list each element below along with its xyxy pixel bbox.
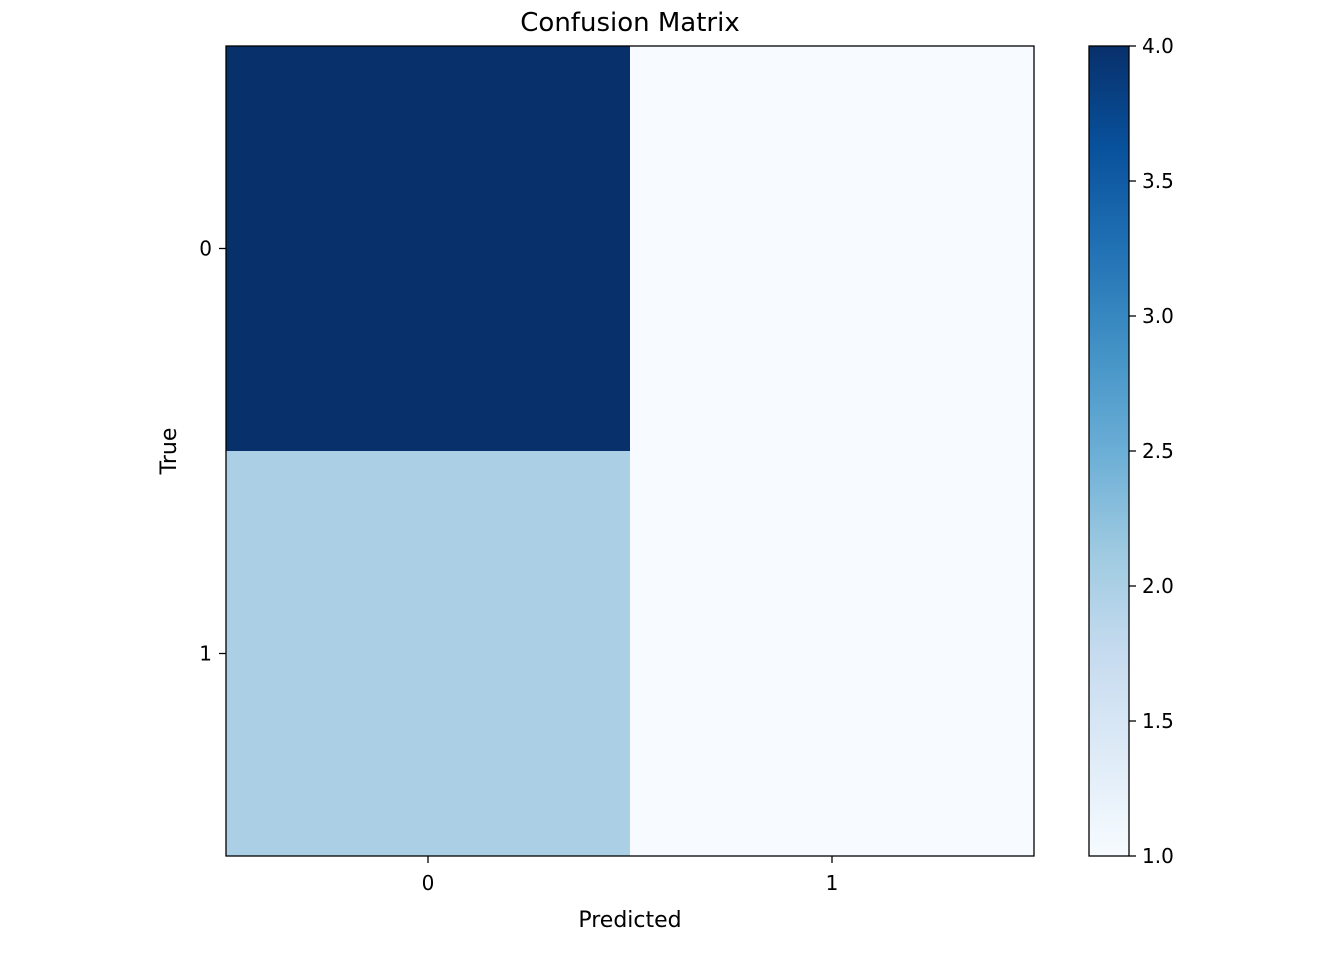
heatmap-cell <box>226 451 631 857</box>
y-tick-label: 0 <box>199 237 212 261</box>
y-tick-label: 1 <box>199 642 212 666</box>
colorbar-tick-label: 4.0 <box>1142 34 1174 58</box>
x-axis-label: Predicted <box>578 908 681 933</box>
colorbar-tick-label: 1.5 <box>1142 709 1174 733</box>
heatmap-cell <box>630 46 1035 452</box>
colorbar-tick-label: 2.0 <box>1142 574 1174 598</box>
colorbar-tick-label: 2.5 <box>1142 439 1174 463</box>
heatmap-cell <box>630 451 1035 857</box>
x-tick-label: 1 <box>826 871 839 895</box>
y-axis-ticks: 01 <box>199 237 226 666</box>
y-axis-label: True <box>157 428 182 476</box>
colorbar-tick-label: 1.0 <box>1142 844 1174 868</box>
heatmap-cells <box>226 46 1035 857</box>
colorbar <box>1088 45 1130 857</box>
chart-title: Confusion Matrix <box>520 8 739 38</box>
x-tick-label: 0 <box>422 871 435 895</box>
colorbar-tick-label: 3.0 <box>1142 304 1174 328</box>
colorbar-tick-label: 3.5 <box>1142 169 1174 193</box>
heatmap-cell <box>226 46 631 452</box>
colorbar-ticks: 1.0 1.5 2.0 2.5 3.0 3.5 4.0 <box>1129 34 1174 868</box>
plot-frame <box>225 45 1035 857</box>
